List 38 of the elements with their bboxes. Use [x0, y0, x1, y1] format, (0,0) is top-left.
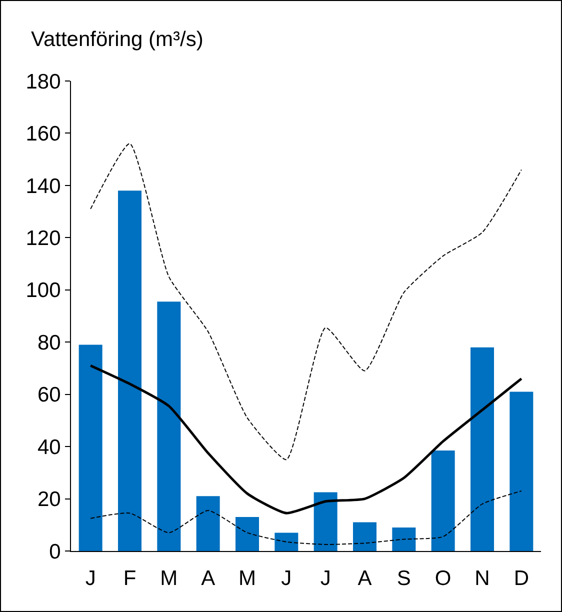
- bar: [353, 522, 376, 551]
- y-tick-label: 80: [37, 331, 61, 354]
- x-tick-label: M: [160, 567, 178, 590]
- bar: [510, 392, 534, 551]
- bar: [78, 344, 102, 551]
- bar: [118, 190, 142, 551]
- bar: [236, 517, 259, 551]
- x-tick-label: A: [201, 567, 216, 590]
- bar: [157, 302, 181, 551]
- x-tick-label: J: [85, 567, 96, 590]
- line-series: [90, 490, 522, 545]
- y-tick-label: 100: [26, 279, 61, 302]
- bar: [431, 450, 455, 551]
- bar: [470, 347, 494, 551]
- x-tick-label: F: [123, 567, 136, 590]
- x-tick-label: A: [358, 567, 372, 590]
- y-tick-label: 0: [49, 540, 61, 564]
- bar: [274, 532, 298, 551]
- x-tick-label: J: [320, 567, 331, 590]
- bar: [314, 492, 338, 551]
- y-tick-label: 120: [26, 227, 61, 250]
- x-tick-label: O: [434, 567, 452, 590]
- y-tick-label: 20: [37, 488, 61, 512]
- y-tick-label: 160: [26, 122, 61, 146]
- x-tick-label: N: [474, 567, 490, 590]
- line-series: [89, 364, 523, 514]
- x-tick-label: S: [396, 567, 411, 590]
- x-tick-label: J: [281, 567, 292, 590]
- y-tick-label: 60: [37, 384, 61, 407]
- x-tick-label: D: [514, 567, 530, 590]
- y-axis-title: Vattenföring (m³/s): [31, 28, 204, 51]
- bar: [392, 528, 416, 551]
- line-series: [90, 143, 522, 460]
- y-tick-label: 180: [26, 70, 61, 94]
- x-tick-label: M: [238, 567, 256, 590]
- y-tick-label: 140: [26, 174, 61, 198]
- y-tick-label: 40: [37, 436, 61, 459]
- bar: [196, 496, 220, 551]
